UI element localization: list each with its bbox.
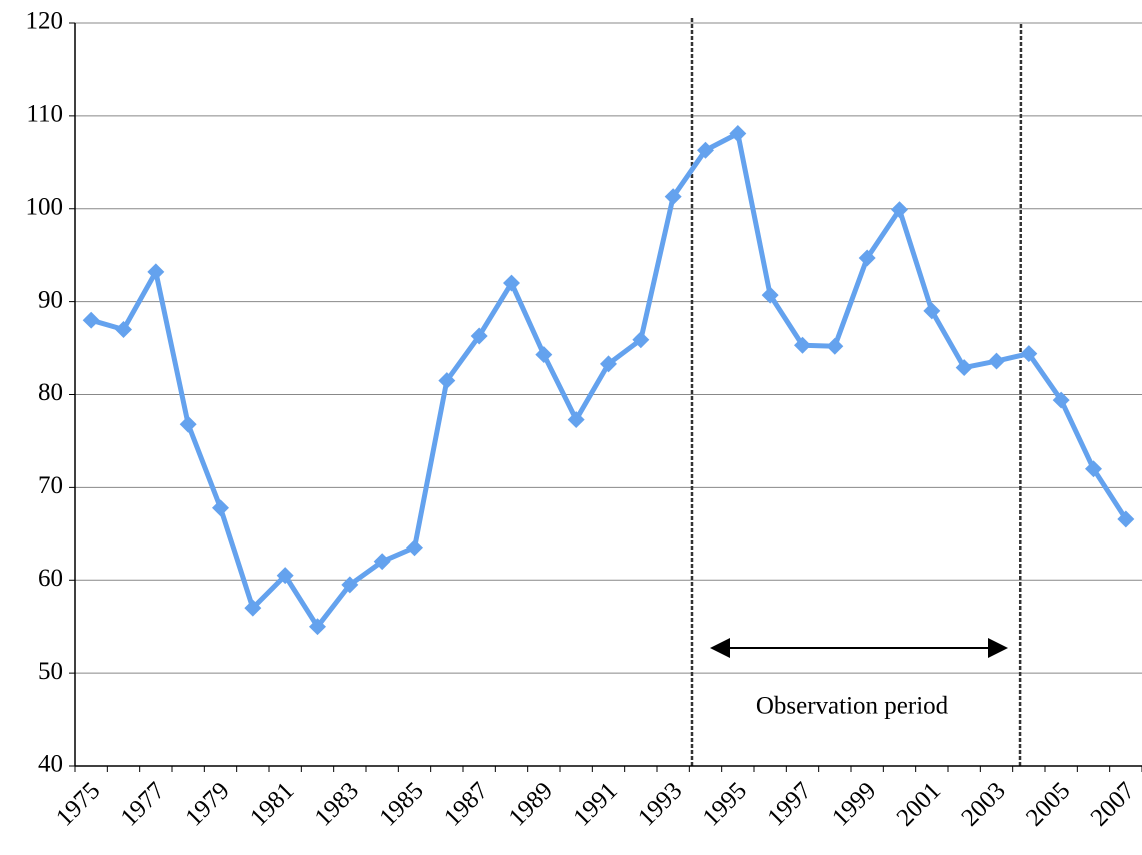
y-tick-label: 80 <box>38 379 63 406</box>
y-tick-label: 120 <box>26 8 64 35</box>
y-tick-label: 60 <box>38 565 63 592</box>
marker <box>341 576 359 594</box>
marker <box>697 141 714 159</box>
marker <box>503 274 520 292</box>
x-tick-label: 1975 <box>51 777 105 831</box>
y-tick-label: 100 <box>26 193 64 220</box>
x-tick-label: 1987 <box>439 777 493 831</box>
x-tick-label: 1977 <box>116 777 170 831</box>
x-tick-label: 2007 <box>1086 777 1140 831</box>
marker <box>761 286 779 304</box>
marker <box>212 499 229 517</box>
marker <box>82 311 100 329</box>
x-tick-label: 1989 <box>504 777 558 831</box>
marker <box>858 249 876 267</box>
marker <box>600 355 617 373</box>
annotation: Observation period <box>756 693 949 720</box>
x-tick-label: 2001 <box>892 777 946 831</box>
marker <box>179 415 197 433</box>
y-tick-label: 50 <box>38 658 63 685</box>
marker <box>729 125 747 143</box>
x-tick-label: 1979 <box>180 777 234 831</box>
period-end-line <box>1018 23 1023 767</box>
marker <box>373 553 391 571</box>
x-tick-label: 1993 <box>633 777 687 831</box>
marker <box>244 599 262 617</box>
x-tick-label: 1985 <box>374 777 428 831</box>
y-tick-label: 70 <box>38 472 63 499</box>
marker <box>632 331 650 349</box>
x-tick-label: 2005 <box>1021 777 1075 831</box>
x-tick-label: 1999 <box>827 777 881 831</box>
x-tick-label: 1997 <box>762 777 816 831</box>
marker <box>535 346 553 364</box>
marker <box>309 618 326 636</box>
marker <box>438 372 456 390</box>
x-tick-label: 1991 <box>568 777 622 831</box>
marker <box>988 352 1005 370</box>
marker <box>147 263 165 281</box>
data-line <box>90 131 1128 630</box>
y-tick-label: 40 <box>38 751 63 778</box>
x-tick-label: 1995 <box>698 777 752 831</box>
marker <box>406 539 423 557</box>
marker <box>664 188 682 206</box>
marker <box>115 321 132 338</box>
marker <box>955 359 973 377</box>
marker <box>1117 510 1135 528</box>
marker <box>276 567 294 585</box>
x-tick-label: 1983 <box>310 777 364 831</box>
x-tick-label: 1981 <box>245 777 299 831</box>
marker <box>923 302 941 320</box>
y-tick-label: 110 <box>26 101 63 128</box>
marker <box>567 411 585 429</box>
x-tick-label: 2003 <box>956 777 1010 831</box>
marker <box>470 327 488 345</box>
marker <box>891 201 908 219</box>
y-tick-label: 90 <box>38 286 63 313</box>
marker <box>794 336 811 354</box>
marker <box>826 337 844 355</box>
marker <box>1020 345 1038 363</box>
